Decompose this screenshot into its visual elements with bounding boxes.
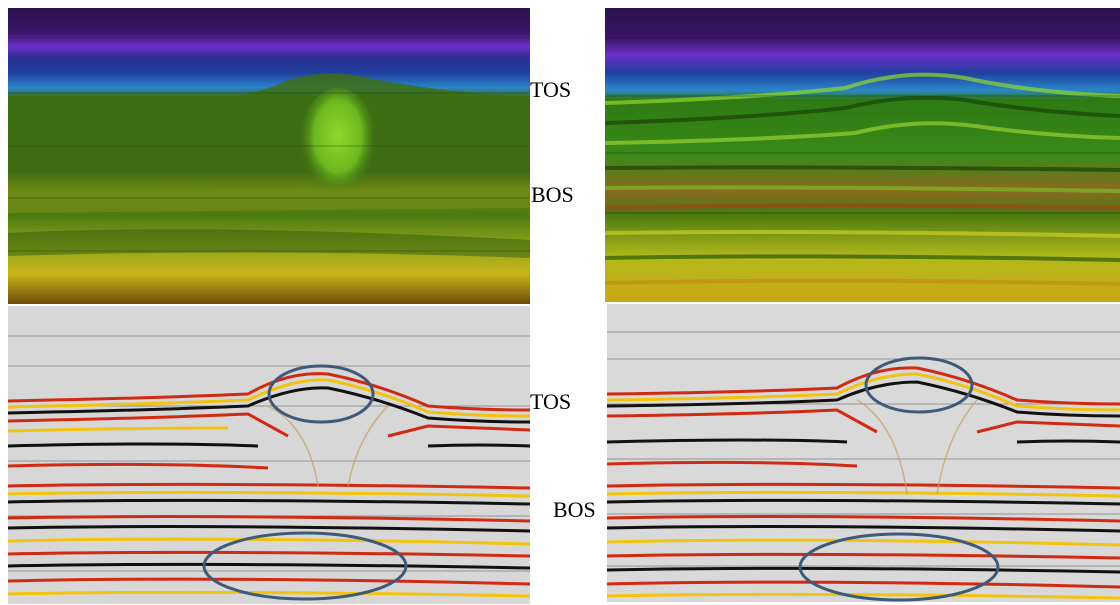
top-bos-label: BOS bbox=[531, 182, 574, 207]
seismic-image-right-panel bbox=[607, 304, 1120, 602]
velocity-model-smooth-panel bbox=[8, 8, 530, 304]
bottom-bos-label: BOS bbox=[553, 497, 596, 522]
seismic-image-left-panel bbox=[8, 306, 530, 604]
velocity-model-detailed-panel bbox=[605, 8, 1120, 302]
bottom-tos-label: TOS bbox=[530, 389, 572, 414]
top-tos-label: TOS bbox=[530, 77, 572, 102]
